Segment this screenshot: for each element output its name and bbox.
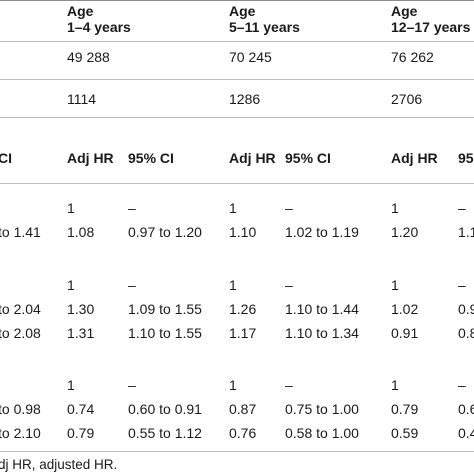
age-group-2: 5–11 years xyxy=(229,19,300,35)
table-cell-ci-2: – xyxy=(285,377,293,393)
table-cell-left-clipped: to 2.04 xyxy=(0,301,41,317)
table-cell-adjhr-2: 1 xyxy=(229,377,237,393)
table-cell-ci-1: 0.55 to 1.12 xyxy=(128,425,202,441)
table-cell-ci-1: 0.60 to 0.91 xyxy=(128,401,202,417)
events-value-2: 1286 xyxy=(229,91,261,107)
table-cell-ci-2: – xyxy=(285,200,293,216)
table-cell-ci-3: – xyxy=(458,377,466,393)
age-group-1: 1–4 years xyxy=(67,19,131,35)
events-value-1: 1114 xyxy=(67,91,97,107)
table-cell-adjhr-3: 1 xyxy=(391,377,399,393)
n-value-1: 49 288 xyxy=(67,49,110,65)
table-cell-left-clipped: to 1.41 xyxy=(0,224,41,240)
table-cell-ci-3: 0.4 xyxy=(458,425,474,441)
subheader-adjhr-2: Adj HR xyxy=(229,150,276,166)
subheader-ci-clipped: CI xyxy=(0,150,12,166)
subheader-ci-3-clipped: 95 xyxy=(458,150,474,166)
rule-after-header xyxy=(0,41,474,42)
table-cell-ci-3: 0.9 xyxy=(458,301,474,317)
table-cell-left-clipped: to 2.10 xyxy=(0,425,41,441)
table-cell-adjhr-2: 1 xyxy=(229,277,237,293)
n-value-2: 70 245 xyxy=(229,49,272,65)
table-cell-adjhr-3: 0.59 xyxy=(391,425,419,441)
table-cell-adjhr-1: 0.79 xyxy=(67,425,95,441)
table-cell-ci-3: – xyxy=(458,200,466,216)
table-cell-ci-2: 0.58 to 1.00 xyxy=(285,425,359,441)
table-cell-adjhr-2: 1 xyxy=(229,200,237,216)
table-cell-adjhr-3: 0.79 xyxy=(391,401,419,417)
age-group-3: 12–17 years xyxy=(391,19,471,35)
events-value-3: 2706 xyxy=(391,91,423,107)
n-value-3: 76 262 xyxy=(391,49,434,65)
table-cell-adjhr-2: 1.26 xyxy=(229,301,257,317)
table-cell-adjhr-2: 0.87 xyxy=(229,401,257,417)
table-cell-adjhr-1: 1.31 xyxy=(67,325,95,341)
table-top-rule xyxy=(0,0,474,1)
rule-after-subheader xyxy=(0,183,474,184)
subheader-adjhr-1: Adj HR xyxy=(67,150,114,166)
table-cell-left-clipped: to 0.98 xyxy=(0,401,41,417)
table-cell-adjhr-1: 1 xyxy=(67,200,75,216)
table-cell-ci-2: 0.75 to 1.00 xyxy=(285,401,359,417)
table-cell-ci-3: 0.8 xyxy=(458,325,474,341)
table-cell-ci-3: – xyxy=(458,277,466,293)
table-cell-adjhr-2: 1.17 xyxy=(229,325,257,341)
table-cell-adjhr-1: 1.30 xyxy=(67,301,95,317)
table-cell-adjhr-3: 1.20 xyxy=(391,224,419,240)
rule-after-events xyxy=(0,117,474,118)
table-cell-adjhr-1: 1.08 xyxy=(67,224,95,240)
table-cell-ci-3: 0.6 xyxy=(458,401,474,417)
table-cell-adjhr-3: 1 xyxy=(391,200,399,216)
table-cell-adjhr-1: 1 xyxy=(67,277,75,293)
table-cell-ci-2: 1.10 to 1.34 xyxy=(285,325,359,341)
table-cell-ci-1: 1.10 to 1.55 xyxy=(128,325,202,341)
table-cell-ci-2: – xyxy=(285,277,293,293)
age-label-2: Age xyxy=(229,3,256,19)
table-cell-ci-1: – xyxy=(128,277,136,293)
table-cell-adjhr-2: 1.10 xyxy=(229,224,257,240)
table-cell-adjhr-2: 0.76 xyxy=(229,425,257,441)
table-cell-ci-3: 1.1 xyxy=(458,224,474,240)
table-cell-adjhr-1: 0.74 xyxy=(67,401,95,417)
rule-after-n xyxy=(0,79,474,80)
age-label-1: Age xyxy=(67,3,94,19)
table-cell-adjhr-3: 1.02 xyxy=(391,301,419,317)
table-cell-left-clipped: to 2.08 xyxy=(0,325,41,341)
table-cell-ci-2: 1.10 to 1.44 xyxy=(285,301,359,317)
table-cell-ci-1: 0.97 to 1.20 xyxy=(128,224,202,240)
table-cell-ci-2: 1.02 to 1.19 xyxy=(285,224,359,240)
table-cell-adjhr-1: 1 xyxy=(67,377,75,393)
subheader-adjhr-3: Adj HR xyxy=(391,150,438,166)
subheader-ci-2: 95% CI xyxy=(285,150,331,166)
table-cell-adjhr-3: 0.91 xyxy=(391,325,419,341)
table-bottom-rule xyxy=(0,451,474,452)
table-cell-ci-1: 1.09 to 1.55 xyxy=(128,301,202,317)
table-cell-ci-1: – xyxy=(128,377,136,393)
subheader-ci-1: 95% CI xyxy=(128,150,174,166)
table-cell-adjhr-3: 1 xyxy=(391,277,399,293)
footnote: dj HR, adjusted HR. xyxy=(0,457,118,472)
age-label-3: Age xyxy=(391,3,418,19)
table-cell-ci-1: – xyxy=(128,200,136,216)
